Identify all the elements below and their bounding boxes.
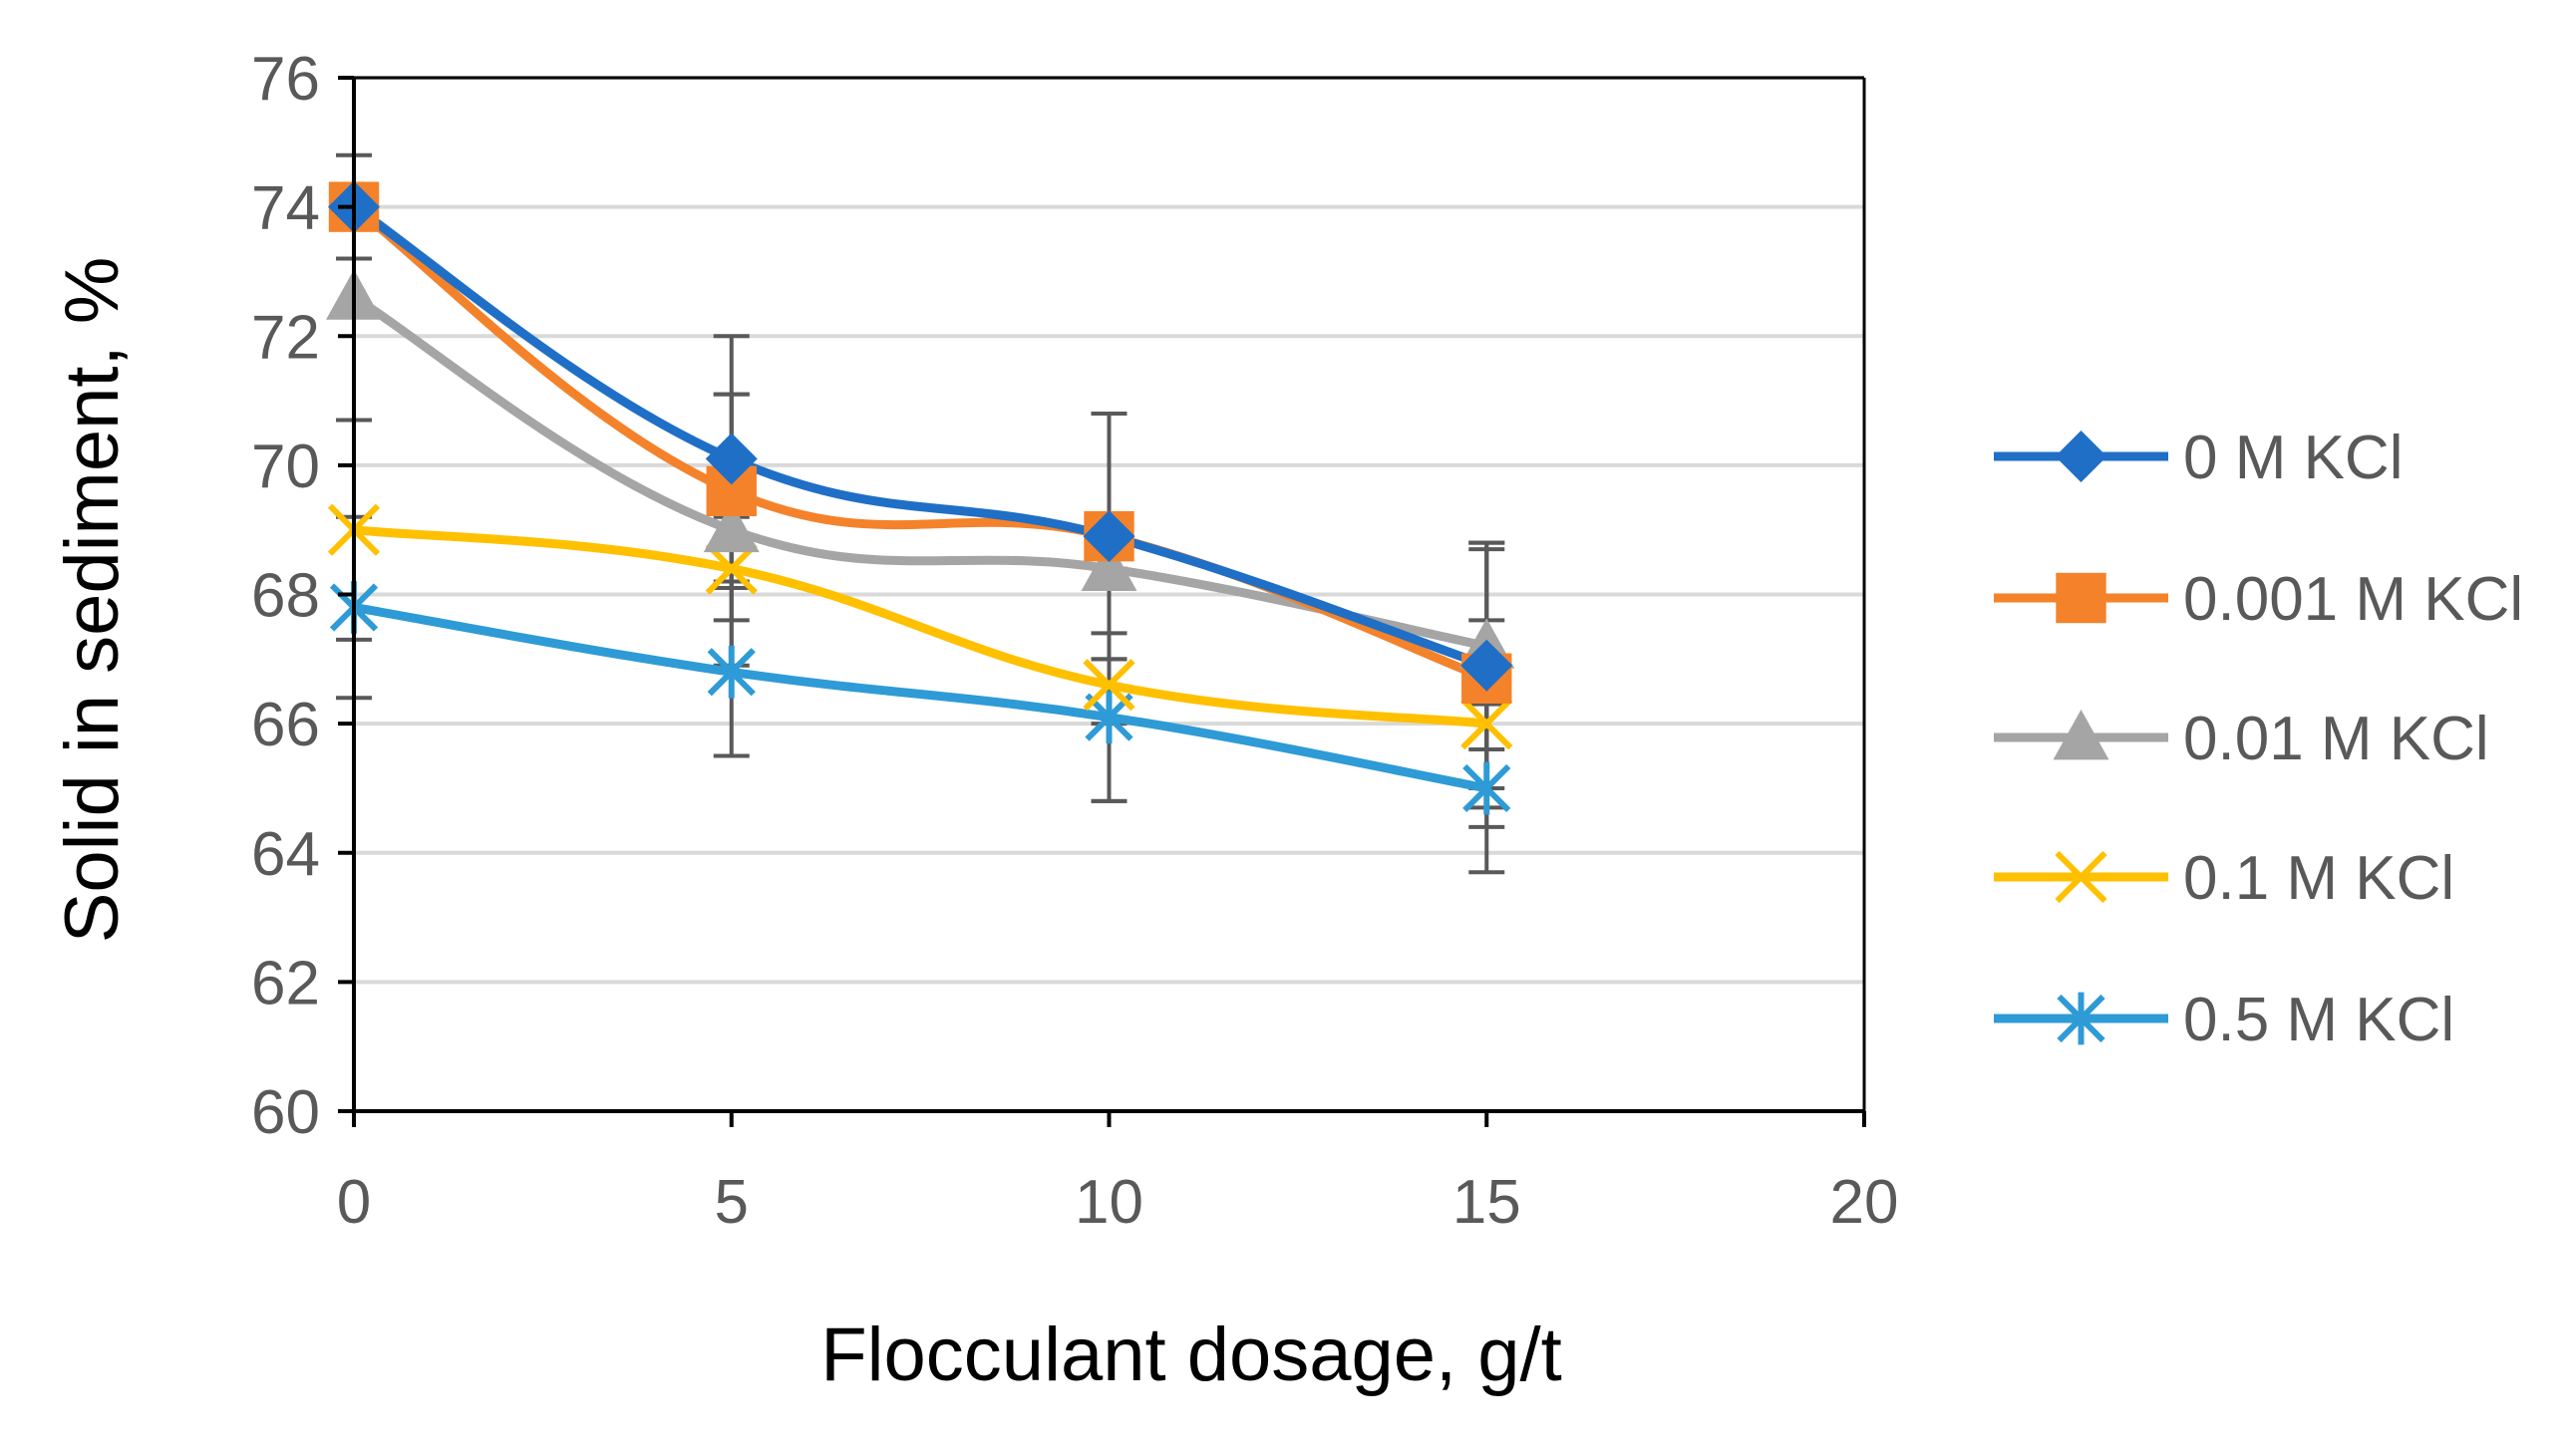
data-point-s0-p3 <box>1460 639 1513 692</box>
x-tick-label-5: 5 <box>715 1168 749 1237</box>
y-tick-label-66: 66 <box>251 691 320 759</box>
data-point-s2-p2 <box>1081 540 1137 591</box>
legend-marker-2 <box>2053 710 2109 760</box>
series-line-4 <box>349 602 1491 793</box>
x-tick-label-10: 10 <box>1075 1168 1143 1237</box>
legend-item-4: 0.5 M KCl <box>1994 986 2454 1054</box>
legend-marker-3 <box>2055 850 2107 904</box>
axes <box>338 76 1866 1127</box>
legend-label-0: 0 M KCl <box>2183 424 2403 492</box>
legend-label-1: 0.001 M KCl <box>2183 565 2523 634</box>
x-tick-label-0: 0 <box>337 1168 371 1237</box>
legend-label-3: 0.1 M KCl <box>2183 844 2454 913</box>
legend-marker-4 <box>2057 992 2105 1045</box>
data-point-s3-p2 <box>1083 659 1135 712</box>
x-tick-label-20: 20 <box>1830 1168 1899 1237</box>
y-tick-label-76: 76 <box>251 45 320 114</box>
y-tick-label-60: 60 <box>251 1078 320 1147</box>
legend-item-2: 0.01 M KCl <box>1994 705 2489 773</box>
legend-item-1: 0.001 M KCl <box>1994 565 2523 634</box>
tick-labels: 60 62 64 66 68 70 72 74 76 0 5 10 15 20 <box>251 45 1898 1237</box>
y-tick-label-68: 68 <box>251 562 320 631</box>
y-tick-label-62: 62 <box>251 949 320 1018</box>
y-tick-label-70: 70 <box>251 433 320 501</box>
legend-item-0: 0 M KCl <box>1994 424 2403 492</box>
legend-marker-3-stroke-b <box>2055 850 2107 904</box>
data-point-s0-p2 <box>1083 510 1135 563</box>
data-point-s0-p1 <box>705 433 758 485</box>
y-tick-label-72: 72 <box>251 303 320 372</box>
y-axis-title: Solid in sediment, % <box>50 257 135 944</box>
y-tick-label-64: 64 <box>251 820 320 889</box>
data-point-s3-p3 <box>1460 698 1513 750</box>
data-point-s4-p1 <box>707 645 756 699</box>
series-line-0 <box>349 202 1491 671</box>
legend-item-3: 0.1 M KCl <box>1994 844 2454 913</box>
data-point-s4-p3 <box>1462 761 1511 815</box>
series-markers <box>326 180 1515 815</box>
data-point-s3-p1 <box>705 542 758 595</box>
series-line-3 <box>349 525 1491 728</box>
data-point-s3-p1-stroke-b <box>705 542 758 595</box>
legend-label-4: 0.5 M KCl <box>2183 986 2454 1054</box>
data-point-s3-p3-stroke-b <box>1460 698 1513 750</box>
error-bars <box>336 152 1505 875</box>
series-lines <box>349 202 1491 793</box>
y-tick-label-74: 74 <box>251 174 320 243</box>
data-point-s3-p2-stroke-b <box>1083 659 1135 712</box>
x-tick-label-15: 15 <box>1452 1168 1521 1237</box>
x-axis-title: Flocculant dosage, g/t <box>820 1312 1562 1397</box>
legend: 0 M KCl 0.001 M KCl 0.01 M KCl 0.1 M KCl 0.5… <box>1994 424 2523 1054</box>
legend-marker-0 <box>2055 431 2107 482</box>
data-point-s2-p1 <box>703 501 760 553</box>
legend-marker-1 <box>2056 572 2106 624</box>
legend-label-2: 0.01 M KCl <box>2183 705 2489 773</box>
